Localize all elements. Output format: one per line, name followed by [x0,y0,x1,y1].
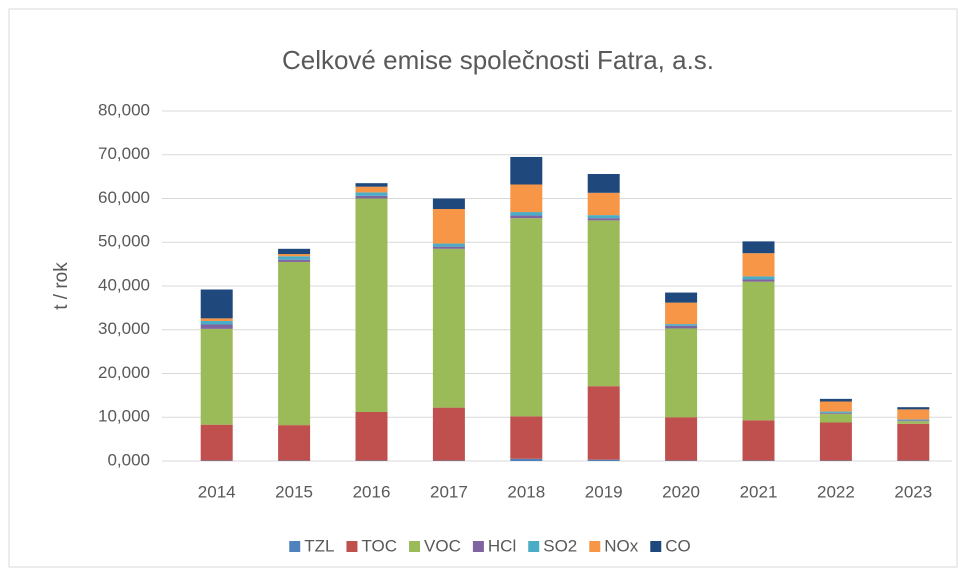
bar-segment [820,414,852,423]
bar-segment [588,460,620,461]
chart-title: Celkové emise společnosti Fatra, a.s. [282,45,714,75]
bar-segment [665,417,697,460]
bar-segment [588,174,620,193]
bar-segment [356,187,388,193]
x-tick-label: 2017 [430,482,468,501]
chart-frame [9,9,957,567]
legend-swatch [650,541,661,552]
y-tick-label: 40,000 [98,275,150,294]
x-tick-label: 2019 [585,482,623,501]
bar-segment [278,262,310,425]
bar-segment [820,402,852,412]
x-tick-label: 2015 [275,482,313,501]
x-tick-label: 2016 [353,482,391,501]
x-tick-label: 2020 [662,482,700,501]
bar-segment [665,326,697,329]
bar-segment [510,216,542,219]
y-tick-label: 10,000 [98,407,150,426]
bar-segment [278,425,310,460]
bar-segment [820,413,852,414]
bar-segment [588,386,620,460]
y-tick-label: 50,000 [98,232,150,251]
bar-segment [356,192,388,196]
x-tick-label: 2022 [817,482,855,501]
y-axis-title: t / rok [51,262,72,310]
legend-swatch [409,541,420,552]
y-tick-label: 80,000 [98,100,150,119]
legend-swatch [346,541,357,552]
bar-segment [588,220,620,386]
bar-segment [356,199,388,413]
bar-segment [897,420,929,421]
bar-segment [665,324,697,326]
bar-segment [201,321,233,325]
bar-segment [278,256,310,260]
bar-segment [433,247,465,249]
bar-segment [278,249,310,254]
bar-segment [588,215,620,218]
bar-segment [278,254,310,256]
bar-segment [356,196,388,199]
bar-segment [201,325,233,329]
bar-segment [588,193,620,215]
bar-segment [743,253,775,276]
y-tick-label: 60,000 [98,188,150,207]
bar-segment [743,241,775,253]
legend-label: NOx [604,536,639,555]
bar-segment [897,424,929,461]
x-tick-label: 2018 [507,482,545,501]
legend-label: HCl [488,536,516,555]
bar-segment [510,157,542,185]
bar-segment [820,412,852,413]
bar-segment [433,199,465,210]
bar-segment [201,318,233,321]
y-tick-label: 30,000 [98,319,150,338]
bar-segment [510,185,542,213]
bar-segment [433,408,465,461]
bar-segment [510,459,542,461]
bar-segment [665,328,697,417]
bar-segment [201,329,233,425]
bar-segment [433,249,465,408]
x-tick-label: 2023 [894,482,932,501]
legend-swatch [289,541,300,552]
bar-segment [433,209,465,244]
bar-segment [743,420,775,460]
bar-segment [897,419,929,420]
x-tick-label: 2021 [740,482,778,501]
bar-segment [820,399,852,402]
bar-segment [201,425,233,461]
bar-segment [820,423,852,461]
bar-segment [743,276,775,279]
bar-segment [897,421,929,424]
y-tick-label: 70,000 [98,144,150,163]
bar-segment [278,260,310,262]
bar-segment [510,212,542,216]
legend-label: SO2 [543,536,577,555]
bar-segment [356,183,388,187]
bar-segment [897,407,929,409]
legend-swatch [528,541,539,552]
legend-label: TZL [304,536,334,555]
bar-segment [665,303,697,324]
legend-label: TOC [361,536,397,555]
bar-segment [510,218,542,416]
bar-segment [356,412,388,461]
bar-segment [743,282,775,421]
bar-segment [743,279,775,281]
legend-swatch [473,541,484,552]
bar-segment [433,244,465,247]
y-tick-label: 20,000 [98,363,150,382]
bar-segment [665,293,697,303]
bar-segment [510,416,542,458]
bar-segment [897,409,929,419]
legend-swatch [589,541,600,552]
legend-label: VOC [424,536,461,555]
bar-segment [201,290,233,319]
legend-label: CO [665,536,691,555]
x-tick-label: 2014 [198,482,236,501]
bar-segment [588,218,620,220]
y-tick-label: 0,000 [107,450,150,469]
